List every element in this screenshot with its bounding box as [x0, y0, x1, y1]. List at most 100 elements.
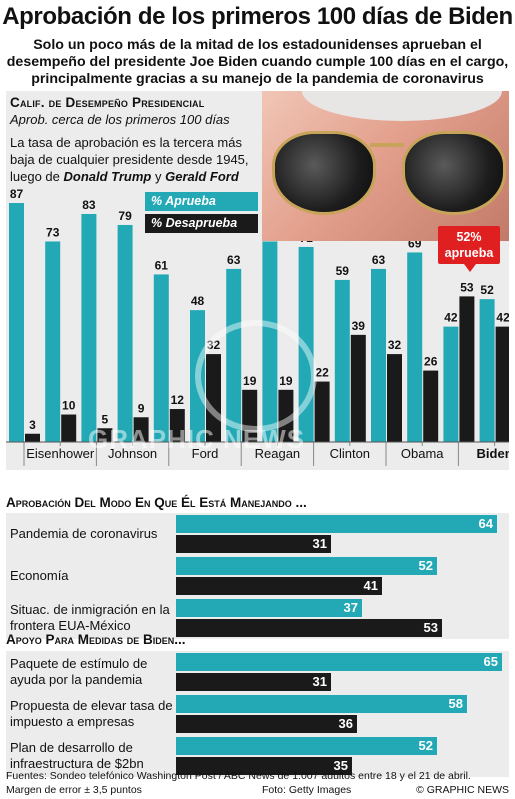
category-label: Obama — [401, 446, 444, 461]
photo-hair — [302, 91, 502, 121]
label-approve: 48 — [191, 294, 205, 308]
label-approve: 83 — [82, 198, 96, 212]
bar-disapprove — [459, 296, 475, 442]
label-disapprove: 26 — [424, 355, 438, 369]
bar-approve — [262, 241, 278, 442]
category-label: Eisenhower — [26, 446, 95, 461]
bar-approve — [117, 224, 133, 442]
handling-value-disapprove: 53 — [423, 620, 438, 635]
category-label: Ford — [192, 446, 219, 461]
approval-chart: 87 3 Truman 73 10 Eisenhower 83 5 Kennedy 79 9 John… — [6, 187, 509, 470]
category-label: Trump — [440, 468, 477, 470]
label-approve: 79 — [118, 209, 132, 223]
measures-bar-approve: 65 — [176, 653, 502, 671]
measures-bar-disapprove: 31 — [176, 673, 331, 691]
label-approve: 59 — [336, 264, 350, 278]
footer-source: Fuentes: Sondeo telefónico Washington Po… — [6, 770, 471, 782]
label-disapprove: 42 — [496, 311, 509, 325]
measures-value-disapprove: 35 — [333, 758, 348, 773]
measures-value-approve: 52 — [418, 738, 433, 753]
handling-title: Aprobación Del Modo En Que Él Está Manej… — [6, 495, 307, 510]
sunglasses-right-lens — [402, 131, 506, 215]
bar-approve — [45, 241, 61, 442]
bar-approve — [479, 299, 495, 442]
bar-approve — [9, 203, 24, 442]
handling-bar-disapprove: 31 — [176, 535, 331, 553]
desc-name-trump: Donald Trump — [63, 169, 152, 184]
handling-value-approve: 52 — [418, 558, 433, 573]
label-disapprove: 5 — [102, 412, 109, 426]
bar-approve — [443, 326, 459, 442]
measures-row: Plan de desarrollo de infraestructura de… — [6, 735, 509, 777]
handling-value-disapprove: 31 — [312, 536, 327, 551]
measures-bar-approve: 52 — [176, 737, 437, 755]
handling-row: Pandemia de coronavirus 64 31 — [6, 513, 509, 555]
category-label: Clinton — [330, 446, 370, 461]
label-disapprove: 53 — [460, 280, 474, 294]
desc-name-ford: Gerald Ford — [165, 169, 239, 184]
legend-disapprove: % Desaprueba — [145, 214, 258, 233]
handling-row: Situac. de inmigración en la frontera EU… — [6, 597, 509, 639]
measures-bar-disapprove: 35 — [176, 757, 352, 775]
bar-approve — [407, 252, 423, 442]
measures-row-label: Plan de desarrollo de infraestructura de… — [10, 740, 144, 771]
measures-row: Propuesta de elevar tasa de impuesto a e… — [6, 693, 509, 735]
handling-value-approve: 37 — [343, 600, 358, 615]
watermark-text: GRAPHIC NEWS — [88, 424, 306, 454]
category-label: Biden — [477, 446, 509, 461]
label-approve: 73 — [46, 225, 60, 239]
handling-row-label: Pandemia de coronavirus — [10, 526, 158, 541]
label-approve: 63 — [372, 253, 386, 267]
bar-approve — [153, 274, 169, 442]
category-label: Truman — [6, 468, 46, 470]
bar-disapprove — [242, 389, 258, 442]
measures-bar-approve: 58 — [176, 695, 467, 713]
handling-bar-disapprove: 53 — [176, 619, 442, 637]
measures-value-approve: 58 — [448, 696, 463, 711]
label-approve: 61 — [155, 258, 169, 272]
handling-value-disapprove: 41 — [363, 578, 378, 593]
label-disapprove: 9 — [138, 401, 145, 415]
label-disapprove: 22 — [315, 366, 329, 380]
biden-photo — [262, 91, 509, 241]
bar-disapprove — [169, 409, 185, 442]
bar-approve — [226, 268, 242, 442]
page-subtitle: Solo un poco más de la mitad de los esta… — [6, 37, 509, 87]
measures-value-disapprove: 36 — [338, 716, 353, 731]
handling-row: Economía 52 41 — [6, 555, 509, 597]
bar-disapprove — [97, 428, 113, 442]
measures-row-label: Paquete de estímulo de ayuda por la pand… — [10, 656, 148, 687]
category-label: Nixon — [152, 468, 185, 470]
measures-row-label: Propuesta de elevar tasa de impuesto a e… — [10, 698, 173, 729]
handling-value-approve: 64 — [478, 516, 493, 531]
label-disapprove: 3 — [29, 418, 36, 432]
handling-bar-approve: 64 — [176, 515, 497, 533]
footer: Fuentes: Sondeo telefónico Washington Po… — [6, 769, 509, 797]
label-approve: 52 — [480, 283, 494, 297]
bar-approve — [334, 279, 350, 442]
bar-disapprove — [133, 417, 149, 442]
sunglasses-left-lens — [272, 131, 376, 215]
bar-disapprove — [314, 381, 330, 442]
category-label: Kennedy — [71, 468, 123, 470]
measures-value-approve: 65 — [483, 654, 498, 669]
label-disapprove: 12 — [171, 393, 185, 407]
measures-bar-disapprove: 36 — [176, 715, 357, 733]
bar-disapprove — [278, 389, 294, 442]
category-label: Carter — [223, 468, 260, 470]
category-label: Bush — [371, 468, 401, 470]
label-disapprove: 10 — [62, 399, 76, 413]
bar-disapprove — [495, 326, 509, 442]
label-disapprove: 32 — [207, 338, 221, 352]
biden-callout: 52% aprueba — [438, 226, 500, 272]
bar-disapprove — [350, 334, 366, 442]
measures-row: Paquete de estímulo de ayuda por la pand… — [6, 651, 509, 693]
bar-disapprove — [387, 354, 402, 442]
measures-value-disapprove: 31 — [312, 674, 327, 689]
bar-approve — [298, 246, 314, 442]
panel-description: La tasa de aprobación es la tercera más … — [10, 134, 262, 185]
desc-text: La tasa de aprobación es la tercera más … — [10, 135, 249, 184]
bar-disapprove — [61, 414, 77, 442]
label-approve: 42 — [444, 311, 458, 325]
category-label: Reagan — [255, 446, 301, 461]
